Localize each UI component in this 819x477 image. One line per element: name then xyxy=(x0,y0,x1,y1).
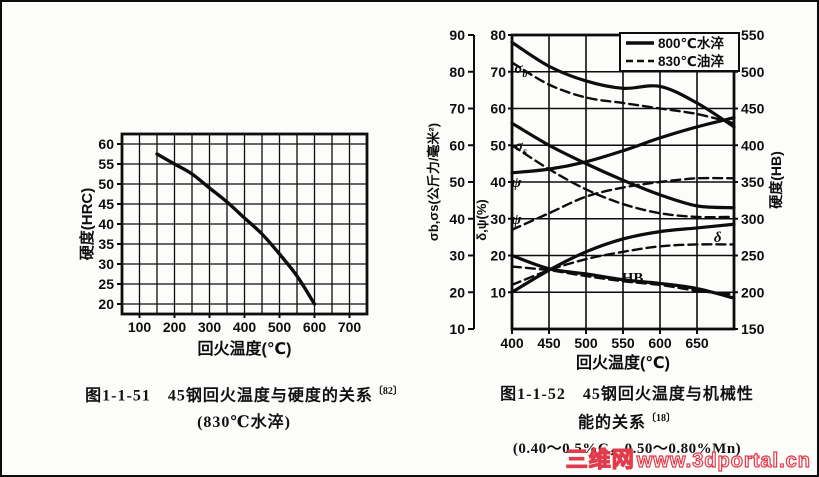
sigma-tick-label: 40 xyxy=(449,211,465,227)
percent-tick-label: 50 xyxy=(490,137,506,153)
y-tick-label: 55 xyxy=(98,156,114,172)
caption-fig52-composition: (0.40～0.5%C，0.50～0.80%Mn) xyxy=(512,441,742,458)
x-tick-label: 600 xyxy=(303,319,327,335)
watermark: 三维网 www.3dportal.cn xyxy=(565,442,811,474)
y-tick-label: 20 xyxy=(98,296,114,312)
percent-tick-label: 80 xyxy=(490,27,506,43)
x-tick-label: 400 xyxy=(233,319,257,335)
y-tick-label: 50 xyxy=(98,176,114,192)
x-tick-label: 550 xyxy=(611,335,635,351)
y-tick-label: 25 xyxy=(98,276,114,292)
percent-tick-label: 20 xyxy=(490,248,506,264)
percent-tick-label: 10 xyxy=(490,284,506,300)
x-tick-label: 500 xyxy=(574,335,598,351)
hb-tick-label: 200 xyxy=(741,284,765,300)
x-tick-label: 200 xyxy=(163,319,187,335)
x-axis-title: 回火温度(℃) xyxy=(197,339,291,358)
x-axis-title: 回火温度(℃) xyxy=(576,353,670,372)
caption-fig51-title: 图1-1-51 45钢回火温度与硬度的关系〔82〕 xyxy=(60,387,428,404)
x-tick-label: 700 xyxy=(338,319,362,335)
sigma-tick-label: 50 xyxy=(449,174,465,190)
y-tick-label: 30 xyxy=(98,256,114,272)
curve-label: HB xyxy=(622,271,644,287)
hb-tick-label: 350 xyxy=(741,174,765,190)
x-tick-label: 500 xyxy=(268,319,292,335)
x-tick-label: 650 xyxy=(685,335,709,351)
x-tick-label: 450 xyxy=(537,335,561,351)
hb-tick-label: 300 xyxy=(741,211,765,227)
caption-fig51-text: 图1-1-51 45钢回火温度与硬度的关系 xyxy=(85,387,373,405)
hb-tick-label: 500 xyxy=(741,64,765,80)
hb-tick-label: 400 xyxy=(741,137,765,153)
sigma-tick-label: 90 xyxy=(449,27,465,43)
percent-tick-label: 30 xyxy=(490,211,506,227)
caption-fig-1-1-52: 图1-1-52 45钢回火温度与机械性 能的关系〔18〕 (0.40～0.5%C… xyxy=(445,387,809,468)
caption-fig52-title: 图1-1-52 45钢回火温度与机械性 xyxy=(500,386,754,403)
hb-tick-label: 150 xyxy=(741,321,765,337)
x-tick-label: 300 xyxy=(198,319,222,335)
x-tick-label: 400 xyxy=(500,335,524,351)
mechanical-properties-vs-tempering-chart: 10 20 30 40 50 60 70 80 90 σb,σs(公斤力/毫米²) 10 20 30 40… xyxy=(426,27,784,372)
percent-axis-title: δ,ψ(%) xyxy=(474,199,489,241)
y-tick-label: 60 xyxy=(98,136,114,152)
percent-tick-label: 40 xyxy=(490,174,506,190)
x-tick-label: 600 xyxy=(648,335,672,351)
watermark-brand: 三维网 xyxy=(565,446,635,472)
legend-label: 830℃油淬 xyxy=(658,53,724,69)
hb-axis-title: 硬度(HB) xyxy=(768,151,784,209)
sigma-tick-label: 10 xyxy=(449,321,465,337)
watermark-url: www.3dportal.cn xyxy=(636,449,811,472)
hb-tick-label: 450 xyxy=(741,101,765,117)
y-axis-title: 硬度(HRC) xyxy=(78,188,96,261)
percent-tick-label: 60 xyxy=(490,101,506,117)
curve-label: σb xyxy=(514,61,527,80)
curve-label: ψ xyxy=(511,175,522,191)
y-tick-label: 35 xyxy=(98,236,114,252)
curve-label: δ xyxy=(714,230,722,246)
sigma-tick-label: 80 xyxy=(449,64,465,80)
legend-box xyxy=(619,32,740,72)
x-tick-label: 100 xyxy=(128,319,152,335)
sigma-axis-title: σb,σs(公斤力/毫米²) xyxy=(426,123,441,241)
sigma-tick-label: 60 xyxy=(449,137,465,153)
caption-fig-1-1-51: 图1-1-51 45钢回火温度与硬度的关系〔82〕 (830℃水淬) xyxy=(60,387,428,442)
hb-tick-label: 250 xyxy=(741,248,765,264)
y-tick-label: 45 xyxy=(98,196,114,212)
sigma-tick-label: 20 xyxy=(449,284,465,300)
curve-label: ψ xyxy=(511,212,522,228)
hardness-vs-tempering-chart: 100 200 300 400 500 600 700 20 25 30 35 40 45 50 55 60 回… xyxy=(78,132,369,358)
caption-fig51-subtitle: (830℃水淬) xyxy=(197,414,291,432)
caption-fig51-reference: 〔82〕 xyxy=(372,386,403,397)
sigma-tick-label: 30 xyxy=(449,248,465,264)
percent-tick-label: 70 xyxy=(490,64,506,80)
curve-label: σs xyxy=(515,138,527,157)
hb-tick-label: 550 xyxy=(741,27,765,43)
caption-fig52-reference: 〔18〕 xyxy=(646,413,676,424)
caption-fig52-text2: 能的关系 xyxy=(577,414,646,432)
sigma-tick-label: 70 xyxy=(449,101,465,117)
caption-fig52-title-line2: 能的关系〔18〕 xyxy=(445,414,809,431)
y-tick-label: 40 xyxy=(98,216,114,232)
legend-label: 800℃水淬 xyxy=(658,35,724,51)
